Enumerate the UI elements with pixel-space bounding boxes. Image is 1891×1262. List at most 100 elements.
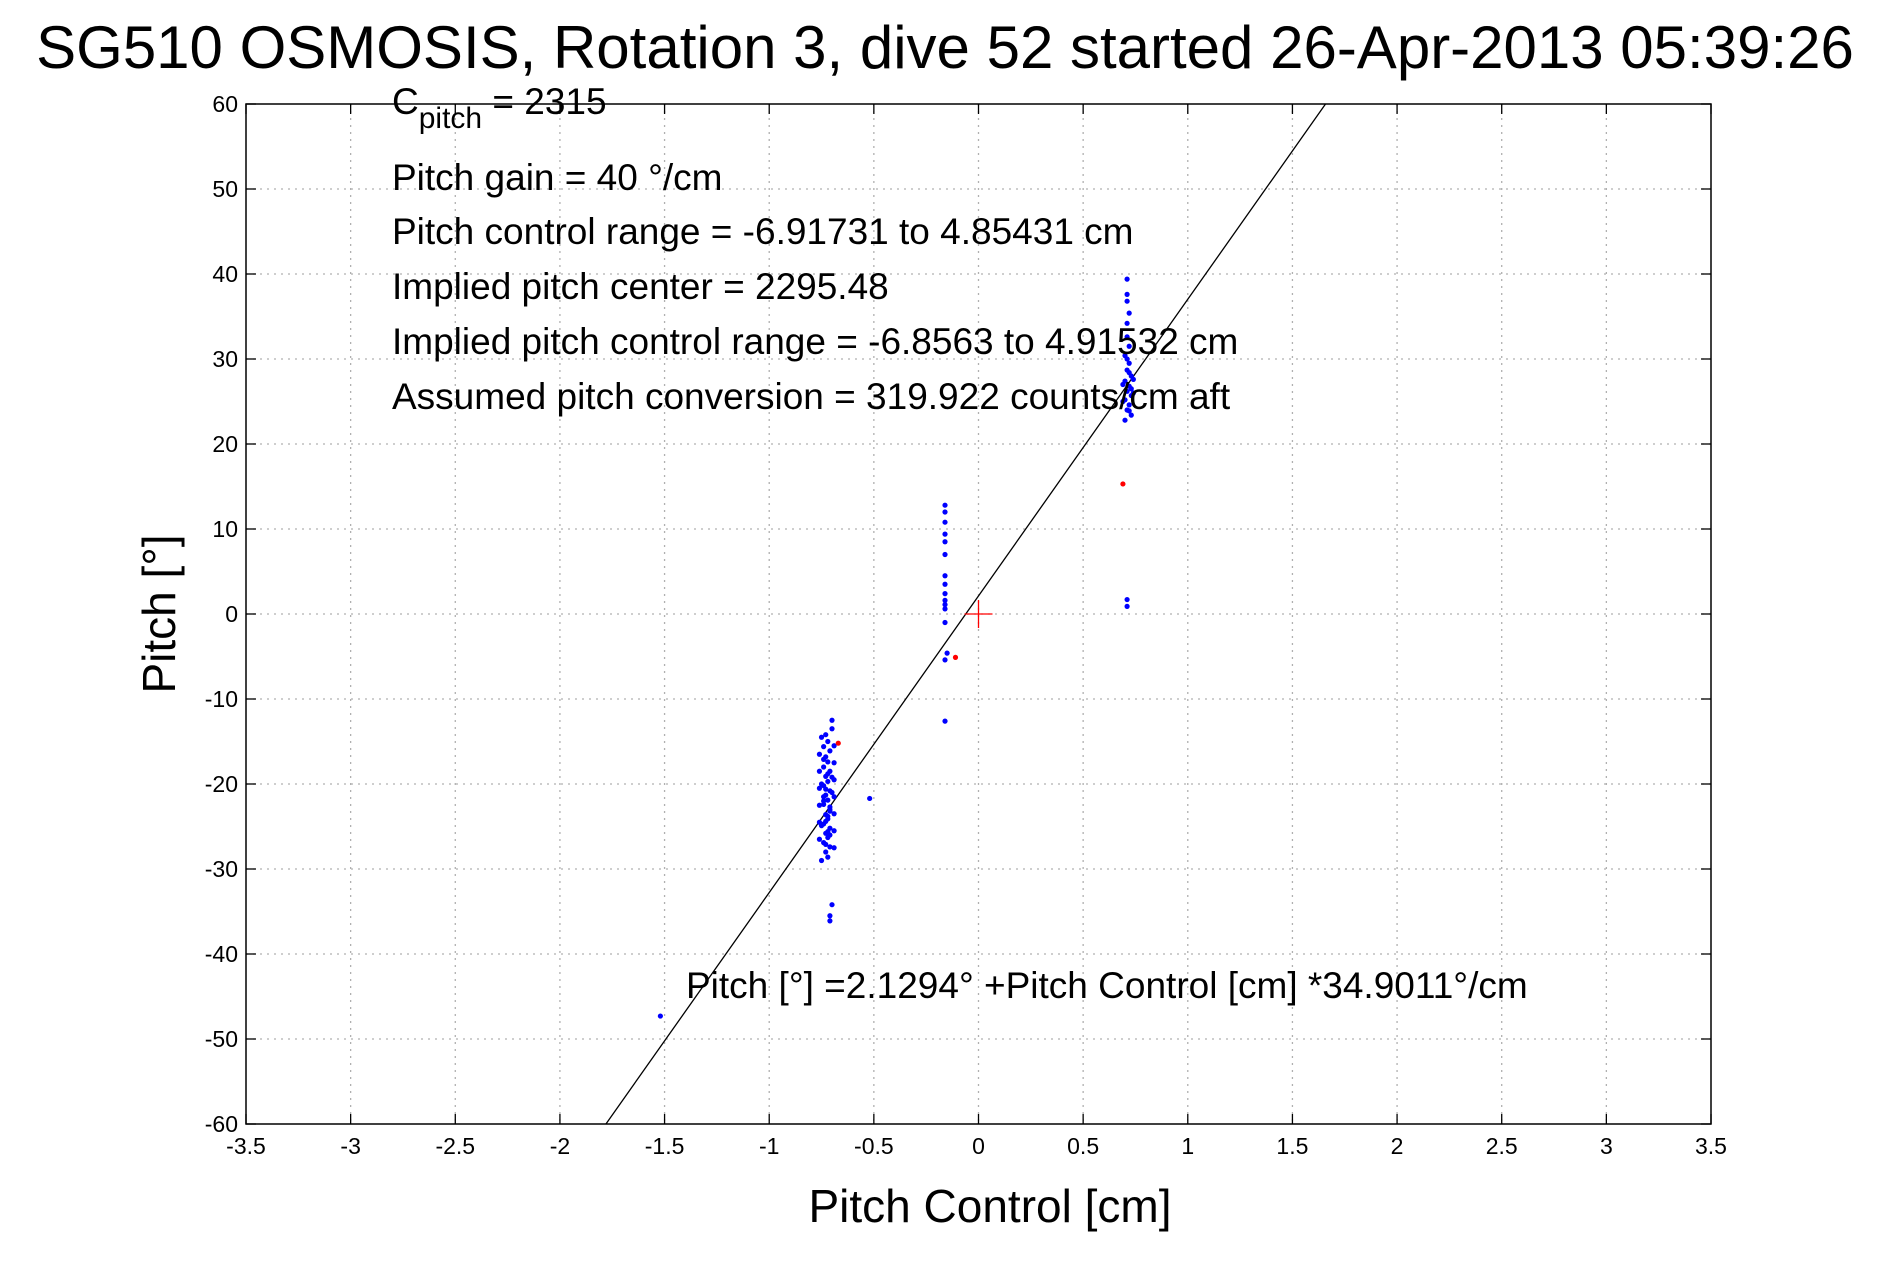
data-point (942, 573, 948, 579)
data-point (821, 794, 827, 800)
data-point (831, 811, 837, 817)
data-point (831, 743, 837, 749)
y-tick-label: -10 (205, 686, 238, 712)
x-tick-label: -0.5 (854, 1133, 894, 1159)
y-tick-label: -40 (205, 941, 238, 967)
data-point (827, 844, 833, 850)
data-point (829, 902, 835, 908)
data-point (942, 602, 948, 608)
data-point (1130, 376, 1136, 382)
y-tick-label: -30 (205, 856, 238, 882)
data-point (1124, 596, 1130, 603)
data-point (942, 509, 948, 515)
x-tick-label: -1.5 (645, 1133, 685, 1159)
y-tick-label: -50 (205, 1026, 238, 1052)
data-point (816, 802, 823, 808)
data-point (825, 738, 831, 745)
data-point (942, 657, 948, 663)
data-point (1124, 334, 1130, 340)
cpitch-annotation: Cpitch = 2315 (392, 81, 607, 135)
cpitch-subscript: pitch (419, 102, 482, 135)
data-point (1126, 343, 1132, 349)
y-tick-label: 50 (212, 176, 238, 202)
data-point (829, 774, 835, 780)
y-axis-label: Pitch [°] (133, 534, 185, 693)
data-point (827, 832, 833, 838)
x-tick-label: -1 (759, 1133, 779, 1159)
data-point (825, 813, 831, 819)
y-tick-label: 20 (212, 431, 238, 457)
data-point (942, 718, 948, 724)
data-point (818, 823, 825, 829)
cpitch-value: = 2315 (482, 81, 606, 122)
data-point (831, 760, 837, 766)
data-point (1128, 386, 1134, 392)
grid-layer (246, 104, 1711, 1124)
data-point (829, 717, 835, 723)
data-point (1126, 310, 1132, 316)
data-point (823, 841, 829, 847)
marker-layer (964, 600, 993, 628)
outlier-point (1120, 481, 1126, 487)
data-point (1124, 356, 1130, 362)
data-point (942, 531, 948, 537)
data-point (1126, 402, 1132, 408)
data-point (657, 1013, 663, 1019)
data-point (818, 734, 825, 740)
data-point (818, 781, 825, 787)
data-point (1124, 388, 1130, 394)
data-point (1130, 390, 1136, 396)
x-tick-label: 1.5 (1276, 1133, 1308, 1159)
data-point (942, 591, 948, 597)
control-range-annotation: Pitch control range = -6.91731 to 4.8543… (392, 211, 1134, 252)
implied-range-annotation: Implied pitch control range = -6.8563 to… (392, 321, 1238, 362)
x-tick-label: 2 (1391, 1133, 1404, 1159)
x-tick-label: -3 (340, 1133, 360, 1159)
data-point (825, 771, 831, 777)
data-point (821, 764, 827, 770)
data-point (1126, 408, 1132, 414)
data-point (1120, 381, 1126, 388)
data-point (818, 857, 825, 864)
x-tick-label: -3.5 (226, 1133, 266, 1159)
data-point (823, 849, 829, 855)
assumed-conversion-annotation: Assumed pitch conversion = 319.922 count… (392, 376, 1231, 417)
x-tick-label: -2.5 (435, 1133, 475, 1159)
data-point (942, 551, 948, 558)
data-point (942, 539, 948, 545)
data-point (1122, 417, 1128, 423)
data-point (1126, 370, 1132, 376)
data-point (827, 918, 833, 924)
data-point (1126, 360, 1132, 366)
data-point (816, 751, 823, 757)
data-point (816, 836, 823, 842)
data-point (942, 597, 948, 604)
cpitch-symbol: C (392, 81, 419, 122)
data-point (816, 785, 823, 791)
outlier-point (835, 740, 841, 746)
x-tick-label: 3 (1600, 1133, 1613, 1159)
data-point (1124, 276, 1130, 282)
x-tick-label: 1 (1181, 1133, 1194, 1159)
x-tick-label: -2 (550, 1133, 570, 1159)
data-point (942, 502, 948, 508)
data-point (942, 581, 948, 587)
pitch-gain-annotation: Pitch gain = 40 °/cm (392, 157, 723, 198)
data-point (944, 650, 950, 656)
y-tick-label: 0 (225, 601, 238, 627)
data-point (823, 818, 829, 825)
y-tick-label: -20 (205, 771, 238, 797)
data-point (816, 768, 823, 774)
data-point (831, 828, 837, 834)
y-tick-label: 60 (212, 91, 238, 117)
data-point (829, 726, 835, 732)
data-point (827, 748, 833, 754)
implied-center-annotation: Implied pitch center = 2295.48 (392, 266, 889, 307)
y-tick-label: 10 (212, 516, 238, 542)
data-point (825, 759, 831, 765)
data-point (825, 854, 831, 860)
data-point (825, 797, 831, 803)
data-point (827, 913, 833, 919)
data-point (1128, 412, 1134, 418)
